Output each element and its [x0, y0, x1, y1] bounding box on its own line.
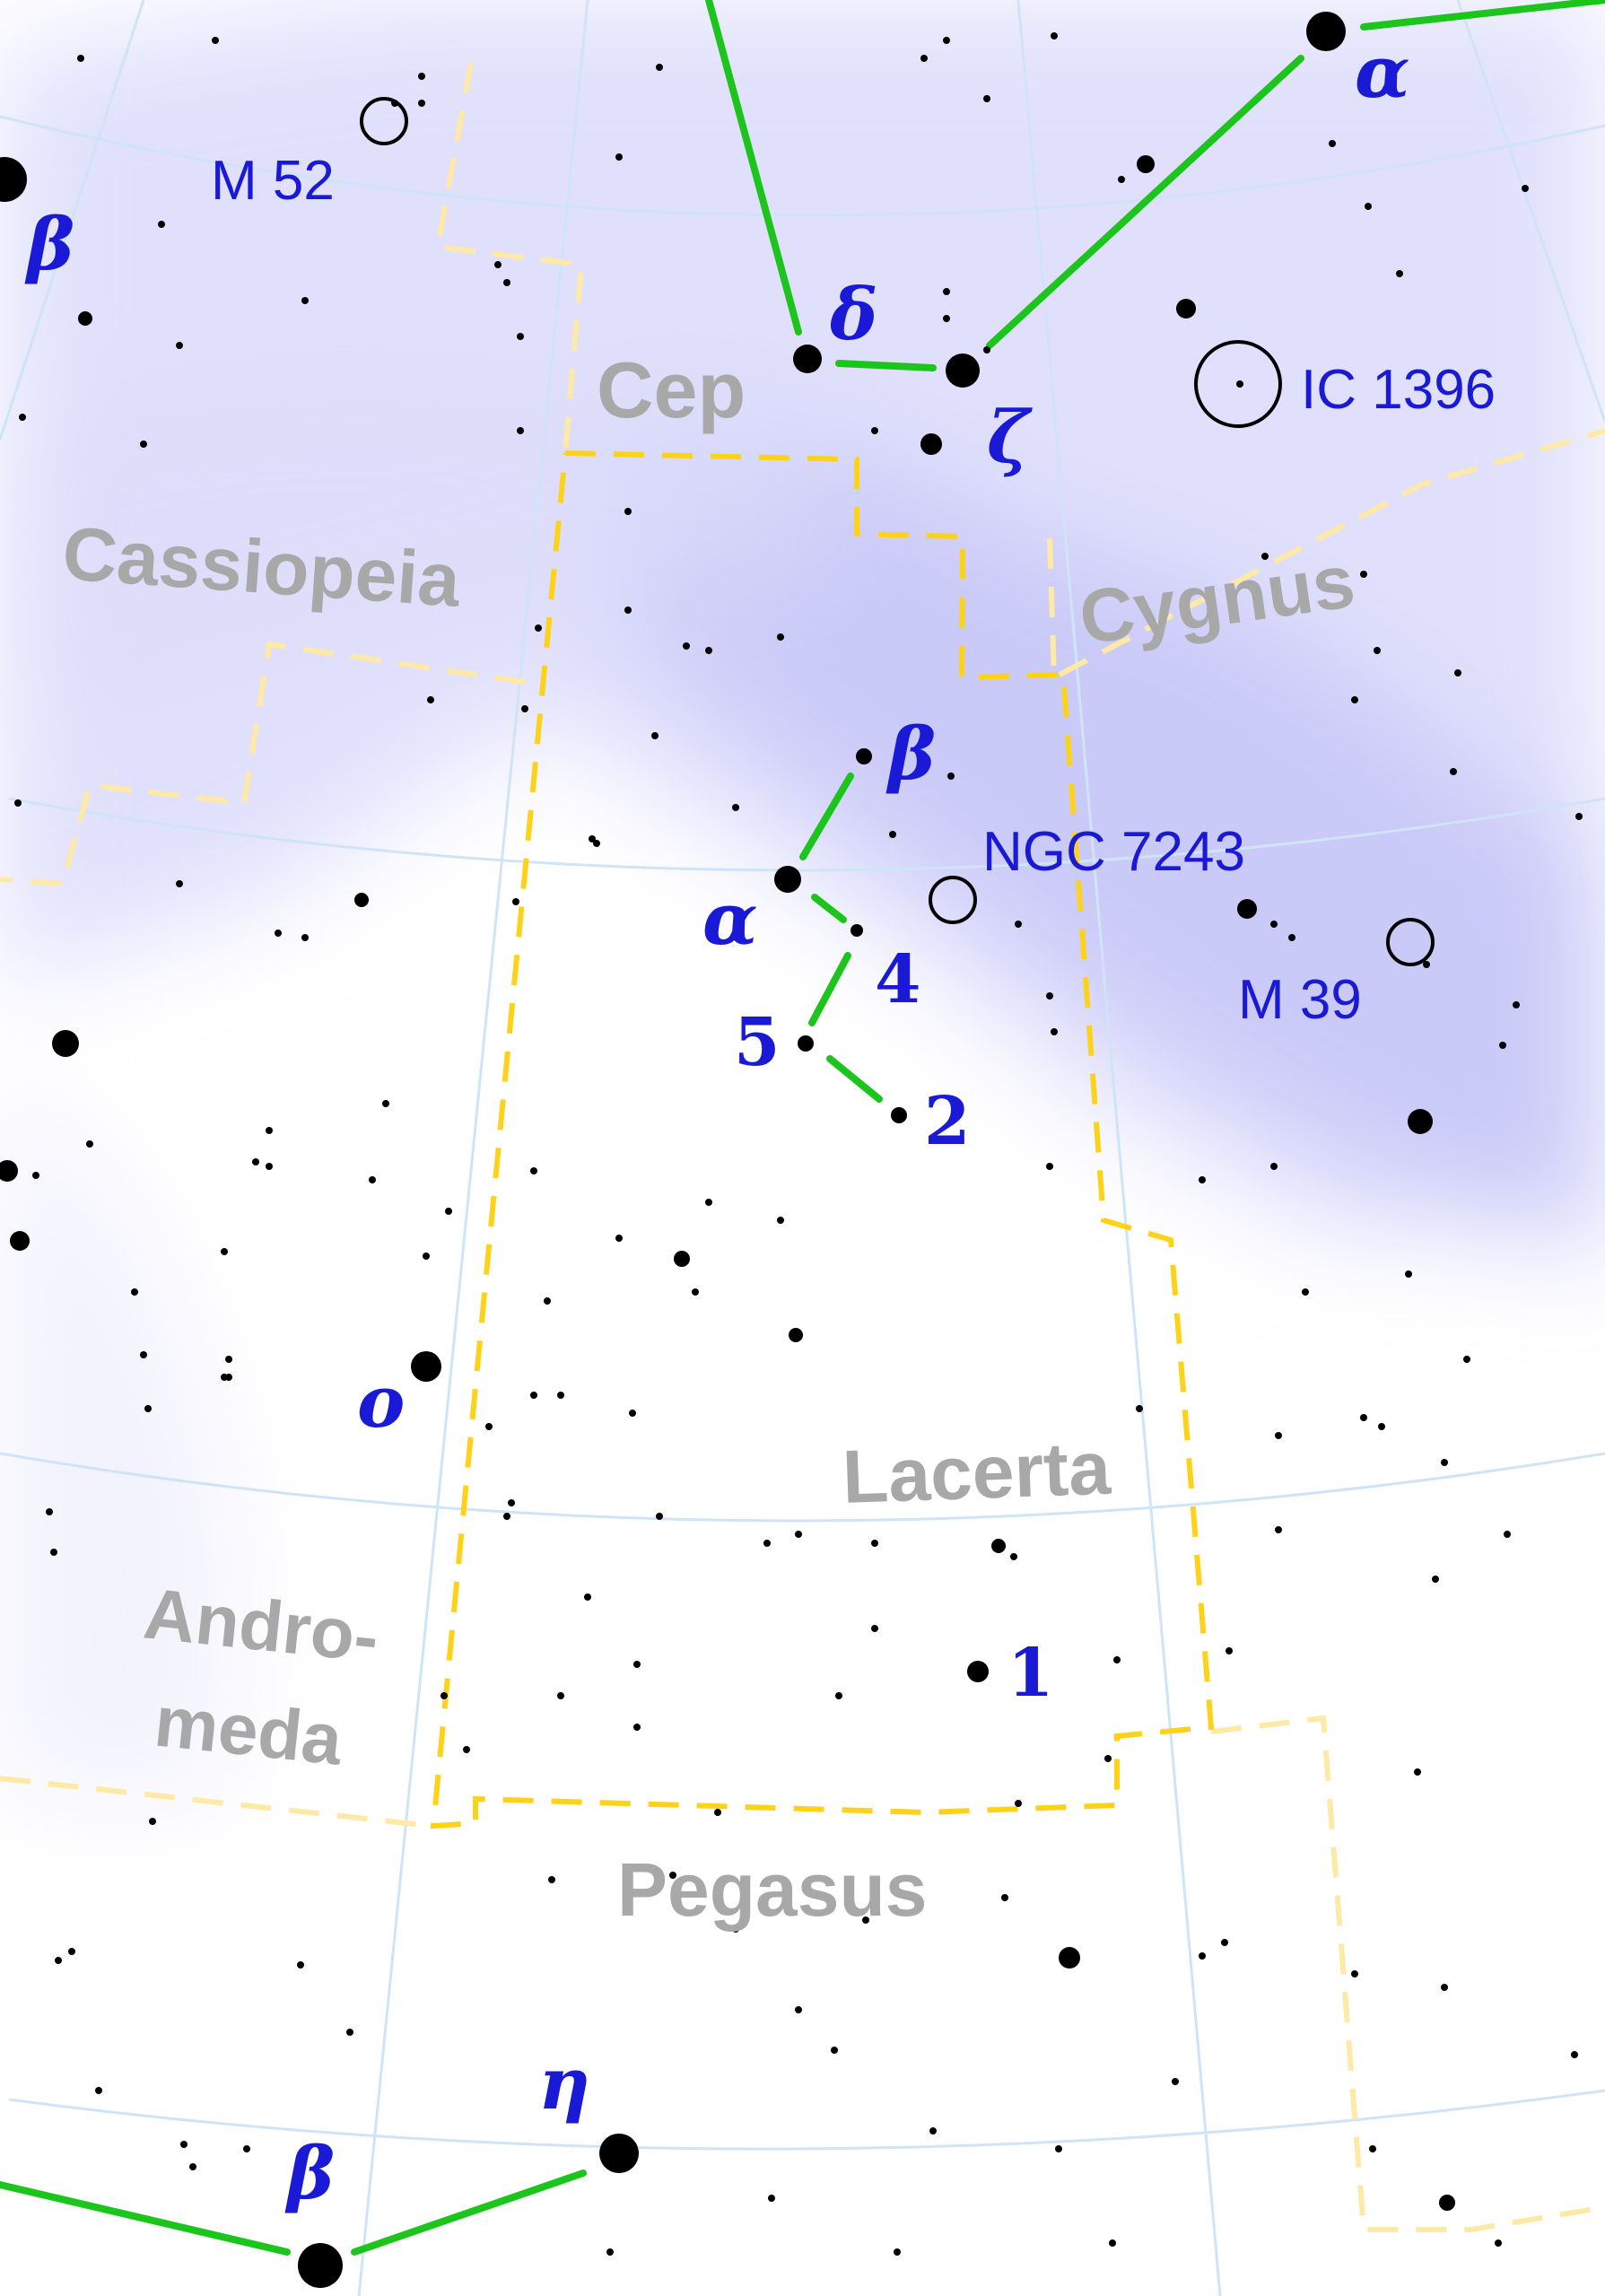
star	[1237, 899, 1257, 919]
pegasus-stick-figure	[0, 2169, 587, 2256]
label-lac-2: 2	[924, 1083, 971, 1160]
star	[78, 311, 92, 326]
star	[0, 157, 27, 202]
star	[856, 748, 872, 764]
star	[1439, 2195, 1455, 2211]
star	[967, 1661, 989, 1682]
star	[1176, 299, 1196, 319]
label-lacerta: Lacerta	[841, 1426, 1112, 1519]
star	[850, 924, 863, 937]
label-and-omicron: o	[357, 1359, 405, 1444]
label-lac-5: 5	[734, 1004, 781, 1081]
deep-sky-objects	[360, 97, 1435, 966]
star	[298, 2243, 343, 2288]
lacerta-boundary	[430, 450, 1215, 1829]
star	[10, 1231, 30, 1251]
star	[674, 1251, 690, 1267]
star	[946, 354, 980, 388]
star	[1408, 1109, 1433, 1134]
named-stars	[0, 12, 1455, 2288]
label-cas-beta: β	[24, 202, 74, 286]
star	[774, 866, 801, 893]
m52-marker	[360, 97, 408, 145]
label-lac-beta: β	[885, 711, 936, 796]
star	[920, 433, 942, 455]
label-cep: Cep	[597, 345, 746, 434]
star	[1306, 12, 1346, 51]
star	[789, 1328, 803, 1342]
label-cep-alpha: α	[1355, 30, 1410, 114]
label-m52: M 52	[211, 150, 335, 212]
label-lac-alpha: α	[702, 877, 758, 961]
milky-way	[0, 0, 1605, 1794]
deep-sky-labels: M 52 IC 1396 NGC 7243 M 39	[211, 150, 1496, 1031]
star-labels: β α δ ζ β α 4 5 2 1 o η β	[24, 30, 1410, 2215]
ngc7243-marker	[929, 876, 977, 924]
star	[411, 1351, 441, 1382]
label-peg-eta: η	[538, 2041, 590, 2126]
star	[354, 893, 369, 907]
star	[1137, 155, 1155, 173]
label-cep-delta: δ	[829, 272, 877, 356]
label-lac-1: 1	[1007, 1635, 1054, 1712]
star	[891, 1107, 907, 1123]
star	[52, 1030, 79, 1057]
label-m39: M 39	[1238, 969, 1362, 1031]
lacerta-stick-figure	[799, 773, 883, 1103]
ic1396-marker	[1194, 340, 1282, 428]
star	[798, 1035, 814, 1052]
label-pegasus: Pegasus	[617, 1847, 928, 1932]
m39-marker	[1386, 918, 1435, 966]
other-constellation-boundaries	[0, 62, 1605, 2232]
star	[1059, 1947, 1080, 1969]
star	[991, 1539, 1006, 1553]
label-andromeda-line2: meda	[151, 1681, 346, 1779]
label-lac-4: 4	[875, 941, 921, 1018]
cepheus-stick-figure	[705, 0, 1605, 371]
star	[599, 2134, 639, 2173]
label-peg-beta: β	[284, 2131, 335, 2215]
label-ngc7243: NGC 7243	[982, 821, 1245, 883]
star	[0, 1160, 18, 1182]
ic1396-center-star	[1236, 380, 1243, 388]
label-ic1396: IC 1396	[1301, 359, 1496, 421]
label-cep-zeta: ζ	[987, 395, 1033, 479]
star	[793, 345, 822, 373]
